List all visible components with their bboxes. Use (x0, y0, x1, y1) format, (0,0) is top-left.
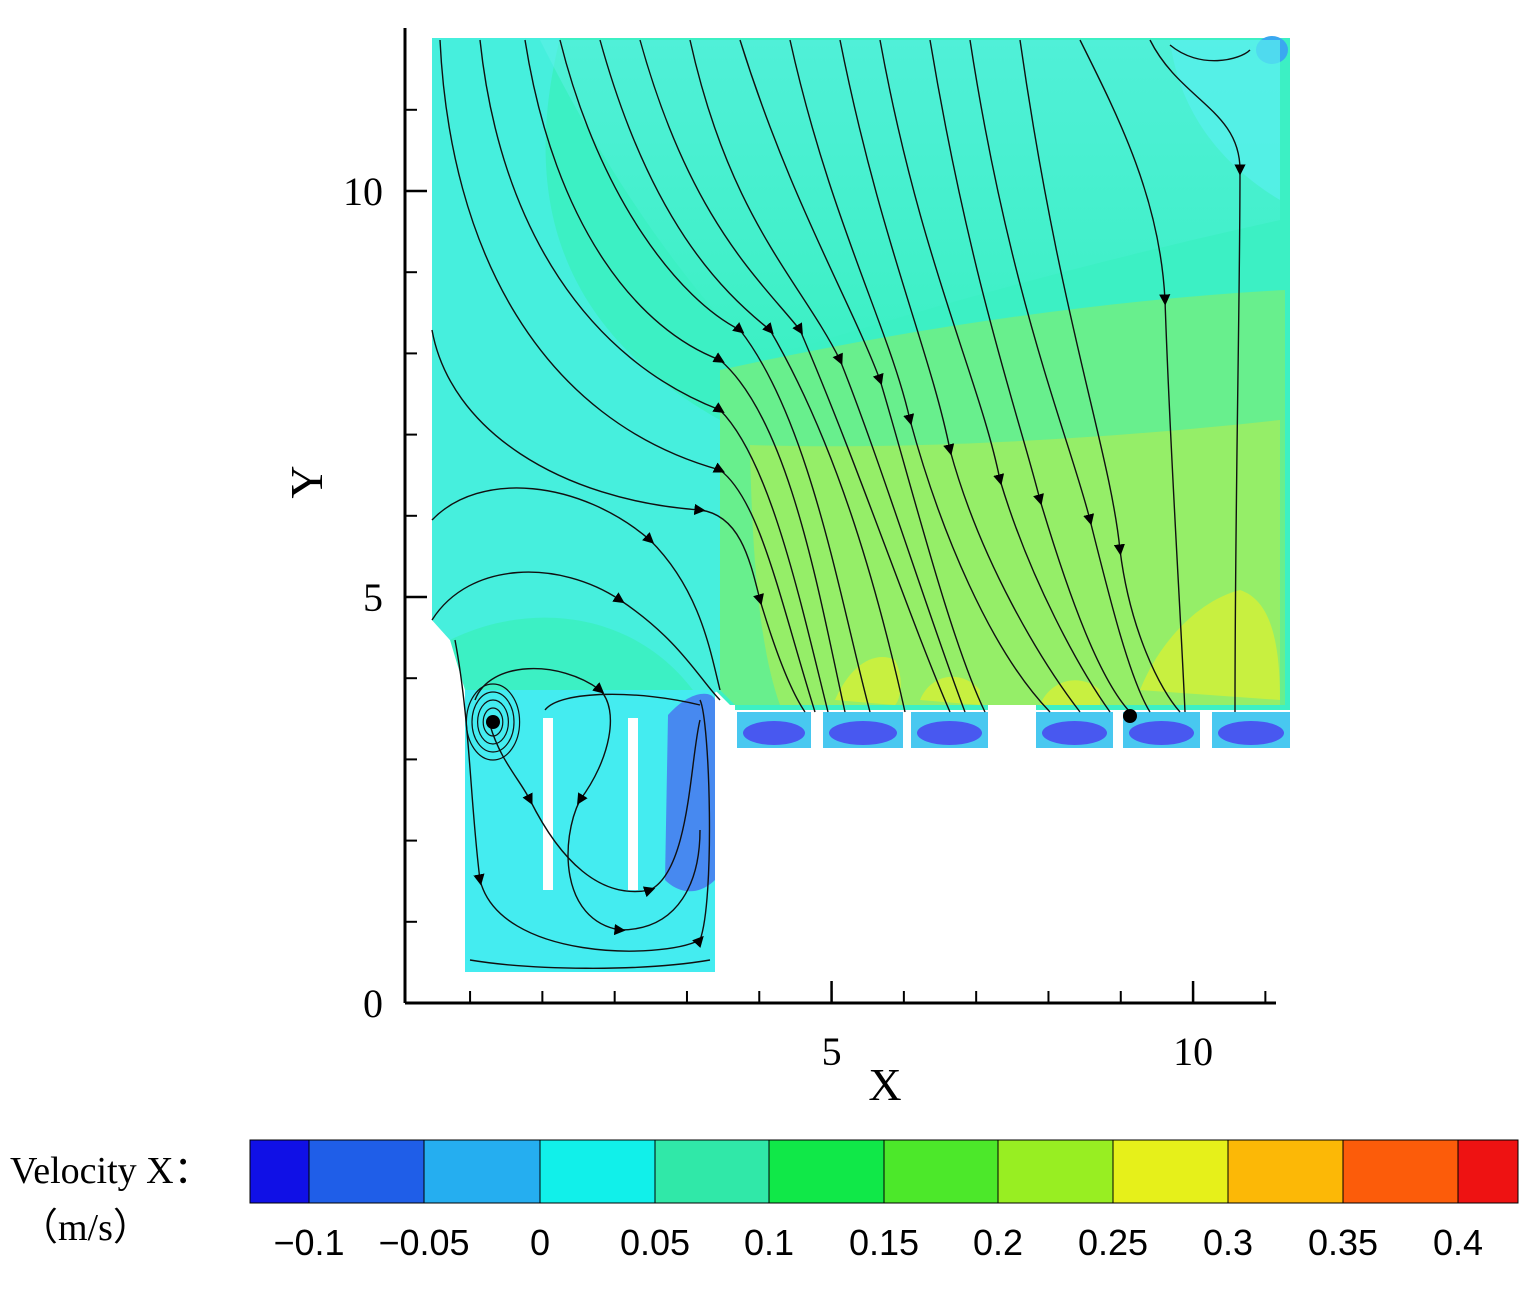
streamline-5 (559, 39, 871, 713)
streamline-24 (469, 959, 711, 969)
streamline-6 (599, 39, 906, 713)
colorbar-tick-label: −0.1 (273, 1222, 344, 1263)
y-tick-label: 0 (363, 981, 383, 1026)
x-tick-label: 10 (1173, 1029, 1213, 1074)
field-upper-mottle (540, 40, 1280, 360)
field-outlet-region (735, 748, 1295, 978)
colorbar-swatch-6 (768, 1139, 885, 1204)
baffle-right (628, 718, 638, 890)
colorbar-swatch-2 (308, 1139, 425, 1204)
colorbar-tick-label: 0.35 (1308, 1222, 1378, 1263)
colorbar-unit: （m/s） (20, 1207, 151, 1249)
field-top-right-cyan (1170, 40, 1280, 200)
colorbar-swatch-7 (883, 1139, 999, 1204)
streamline-25 (544, 693, 701, 711)
field-slot-vortex-3 (917, 721, 982, 745)
field-slot-vortex-1 (743, 721, 805, 745)
x-axis-title: X (868, 1059, 901, 1110)
step-wall (715, 705, 735, 750)
field-hotspot-1 (835, 656, 901, 705)
field-slot-vortex-4 (1042, 721, 1107, 745)
field-hotspot-right (1140, 590, 1280, 700)
colorbar-swatch-10 (1227, 1139, 1344, 1204)
y-tick-label: 5 (363, 575, 383, 620)
streamline-17 (1149, 39, 1246, 713)
colorbar: −0.1 −0.05 0 0.05 0.1 0.15 0.2 0.25 0.3 0.35 0.4 Ve… (10, 1139, 1519, 1263)
field-outlet-gap (988, 705, 1036, 750)
field-hotspot-3 (1040, 680, 1100, 705)
y-tick-label: 10 (343, 169, 383, 214)
colorbar-tick-label: 0.1 (744, 1222, 794, 1263)
colorbar-swatch-4 (539, 1139, 656, 1204)
colorbar-swatch-9 (1112, 1139, 1229, 1204)
y-axis-title: Y (281, 465, 332, 498)
streamline-11 (839, 39, 1081, 713)
vortex-center-1 (486, 715, 500, 729)
colorbar-swatch-1 (249, 1139, 310, 1204)
colorbar-tick-label: 0.25 (1078, 1222, 1148, 1263)
contour-field (432, 36, 1295, 978)
streamline-3 (479, 39, 829, 713)
colorbar-tick-label: 0.05 (620, 1222, 690, 1263)
streamline-21 (454, 639, 711, 952)
colorbar-tick-label: 0.4 (1433, 1222, 1483, 1263)
field-hotspot-2 (920, 676, 980, 705)
vortex-ring-2 (477, 699, 510, 745)
colorbar-swatch-5 (654, 1139, 770, 1204)
streamline-19 (431, 571, 721, 701)
streamline-15 (1019, 39, 1181, 713)
colorbar-swatch-8 (997, 1139, 1114, 1204)
vortex-ring-1 (482, 707, 504, 737)
streamline-2 (439, 39, 816, 713)
streamline-10 (789, 39, 1051, 713)
field-slot-vortex-5 (1129, 721, 1194, 745)
colorbar-tick-label: −0.05 (378, 1222, 469, 1263)
baffle-left (543, 718, 553, 890)
colorbar-tick-label: 0.2 (973, 1222, 1023, 1263)
colorbar-tick-label: 0.15 (849, 1222, 919, 1263)
axes: 5 10 0 5 10 X Y (281, 28, 1276, 1110)
field-slot-vortex-2 (829, 721, 897, 745)
streamline-18 (1169, 44, 1251, 62)
vortex-ring-3 (471, 691, 515, 753)
streamline-9 (739, 39, 986, 713)
streamline-13 (929, 39, 1131, 713)
streamline-4 (524, 39, 846, 713)
streamline-7 (639, 39, 951, 713)
streamline-1 (431, 329, 806, 713)
vortex-center-2 (1123, 709, 1137, 723)
colorbar-tick-label: 0.3 (1203, 1222, 1253, 1263)
colorbar-swatch-3 (423, 1139, 541, 1204)
streamline-8 (689, 39, 966, 713)
x-tick-label: 5 (822, 1029, 842, 1074)
streamlines (431, 39, 1251, 969)
streamline-16 (1079, 39, 1186, 713)
field-slot-vortex-6 (1218, 721, 1284, 745)
streamline-23 (489, 719, 701, 898)
colorbar-swatch-12 (1457, 1139, 1519, 1204)
colorbar-tick-label: 0 (530, 1222, 550, 1263)
vortex-ring-4 (465, 683, 521, 761)
colorbar-title: Velocity X： (10, 1150, 212, 1192)
colorbar-swatch-11 (1342, 1139, 1459, 1204)
streamline-14 (969, 39, 1151, 713)
field-yellow-band (750, 420, 1280, 705)
streamline-20 (431, 487, 721, 691)
streamline-12 (879, 39, 1111, 713)
